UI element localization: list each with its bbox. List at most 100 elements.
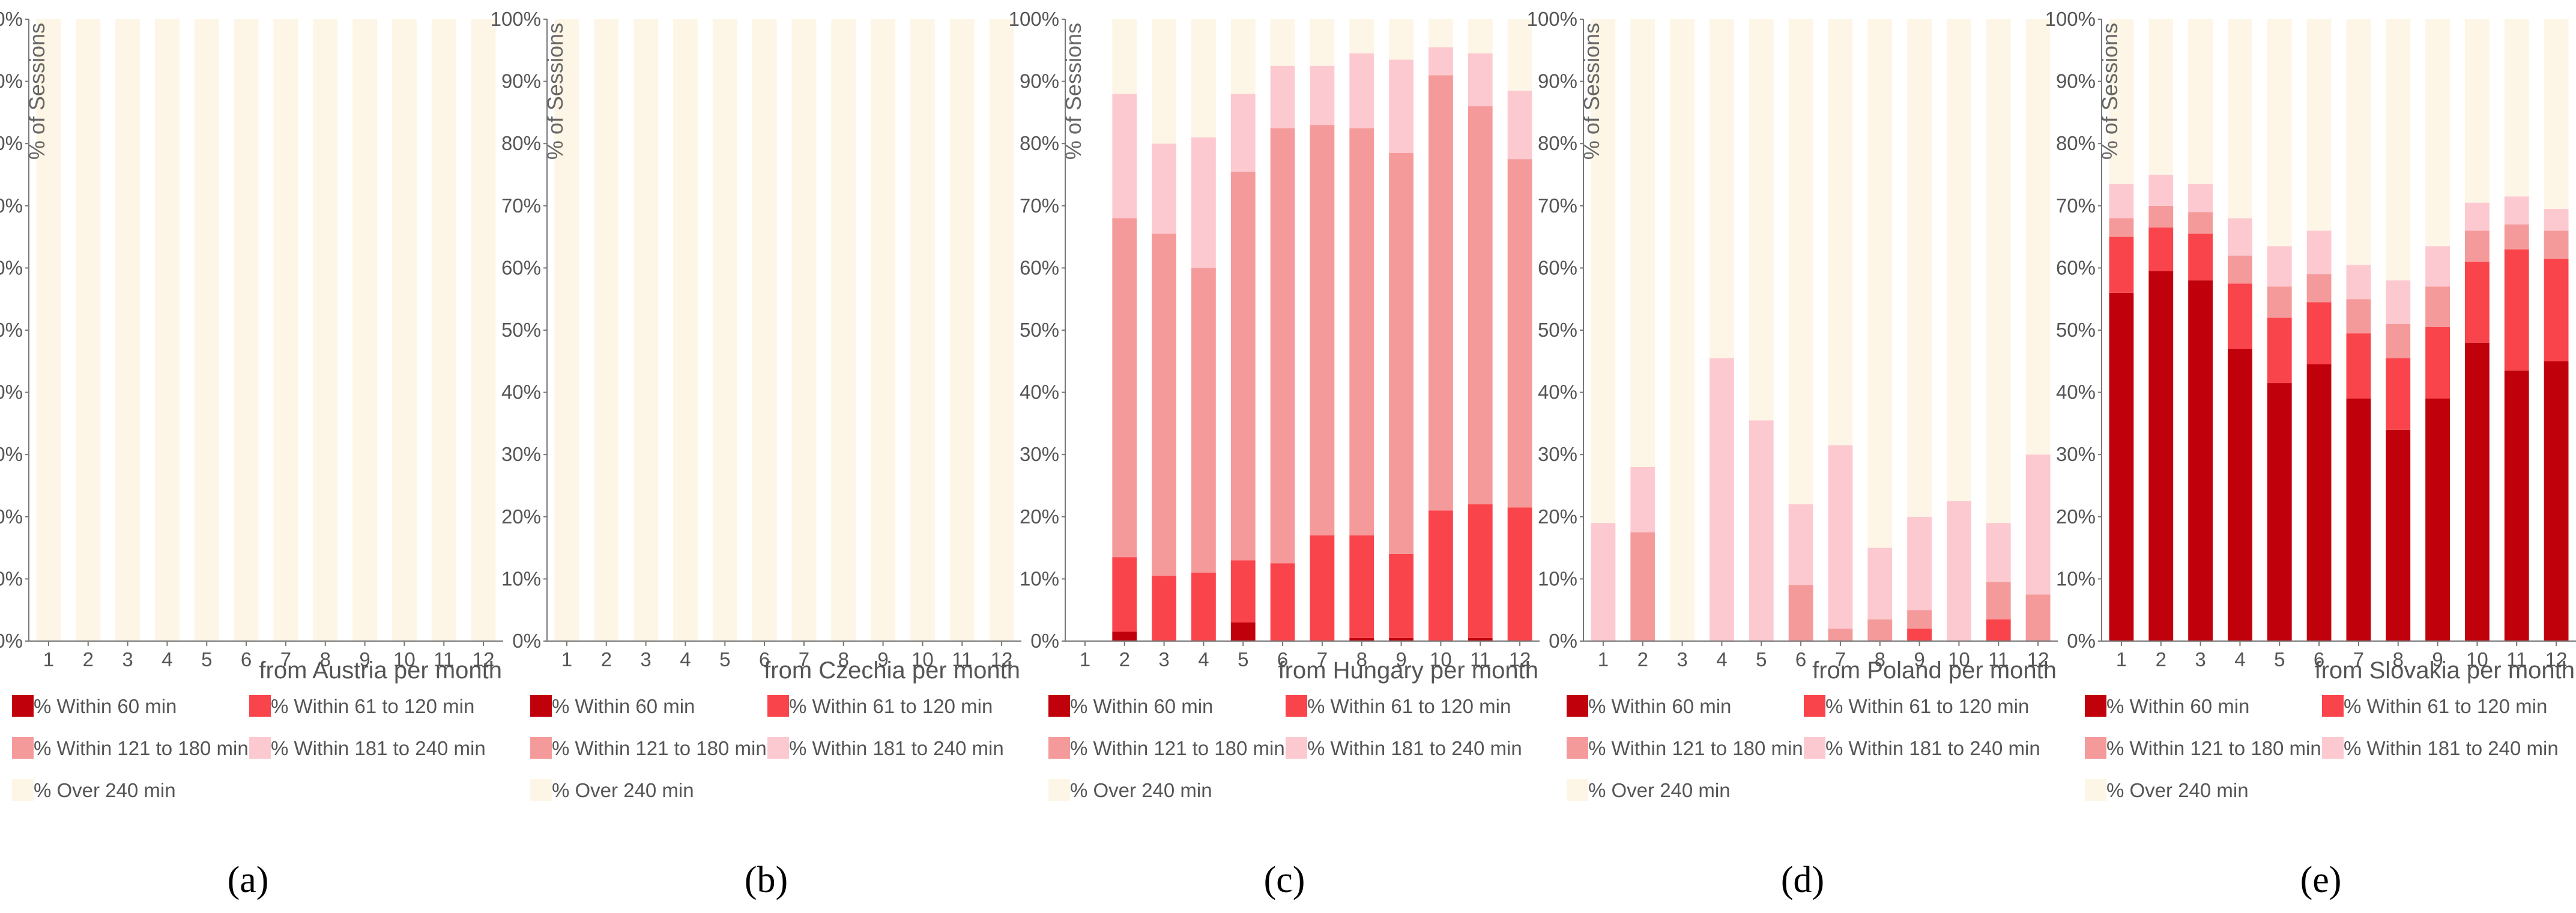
- y-axis-label: % of Sessions: [543, 23, 567, 160]
- y-tick-label: 80%: [1538, 132, 1577, 154]
- bar-segment-d-12-s4: [2025, 19, 2051, 455]
- bar-segment-d-9-s3: [1907, 516, 1932, 610]
- bar-segment-e-12-s4: [2544, 19, 2569, 209]
- legend-swatch: [2322, 737, 2344, 759]
- bar-segment-d-9-s4: [1907, 19, 1932, 517]
- bar-segment-c-6-s2: [1270, 128, 1295, 564]
- x-tick-label: 7: [280, 648, 291, 670]
- bar-segment-c-7-s3: [1310, 65, 1335, 125]
- x-tick-label: 11: [434, 648, 454, 670]
- y-tick-label: 10%: [1020, 567, 1059, 589]
- bar-segment-e-8-s1: [2386, 358, 2411, 430]
- legend-label: % Within 60 min: [552, 695, 695, 717]
- bar-segment-e-4-s1: [2228, 283, 2252, 349]
- bar-segment-e-4-s0: [2228, 349, 2252, 641]
- bar-segment-e-9-s2: [2425, 286, 2450, 327]
- bar-segment-e-10-s1: [2465, 262, 2490, 343]
- bar-segment-d-3-s4: [1670, 19, 1695, 641]
- y-tick-label: 20%: [2056, 505, 2096, 528]
- x-tick-label: 11: [2506, 648, 2527, 670]
- legend-label: % Within 60 min: [2106, 695, 2249, 717]
- legend-label: % Within 181 to 240 min: [271, 737, 486, 759]
- legend-swatch: [2322, 695, 2344, 717]
- x-tick-label: 8: [1356, 648, 1367, 670]
- y-tick-label: 10%: [2056, 567, 2096, 589]
- bar-segment-b-12-s4: [989, 19, 1014, 641]
- y-tick-label: 70%: [501, 194, 541, 217]
- y-tick-label: 50%: [2056, 319, 2096, 341]
- bar-segment-e-3-s0: [2188, 280, 2213, 641]
- bar-segment-e-2-s1: [2148, 227, 2174, 271]
- bar-segment-a-2-s4: [76, 19, 101, 641]
- y-axis-label: % of Sessions: [1579, 23, 1604, 160]
- x-tick-label: 11: [952, 648, 972, 670]
- bar-segment-c-4-s3: [1191, 137, 1216, 268]
- legend-label: % Over 240 min: [552, 779, 694, 801]
- bar-segment-a-3-s4: [115, 19, 140, 641]
- bar-segment-e-7-s2: [2346, 299, 2371, 334]
- y-tick-label: 30%: [1020, 443, 1059, 465]
- bar-segment-c-3-s1: [1152, 576, 1176, 641]
- legend-swatch: [767, 737, 789, 759]
- bar-segment-a-5-s4: [194, 19, 219, 641]
- legend: % Within 60 min % Within 61 to 120 min % W…: [2085, 695, 2559, 801]
- y-tick-label: 60%: [1020, 256, 1059, 279]
- y-axis-label: % of Sessions: [25, 23, 49, 160]
- legend-label: % Within 121 to 180 min: [1588, 737, 1803, 759]
- bar-segment-b-8-s4: [831, 19, 856, 641]
- bar-segment-c-7-s4: [1310, 19, 1335, 66]
- bar-segment-d-7-s3: [1828, 445, 1853, 629]
- legend-swatch: [1804, 695, 1825, 717]
- legend-swatch: [1048, 737, 1070, 759]
- bar-segment-a-4-s4: [155, 19, 180, 641]
- bar-segment-e-4-s4: [2228, 19, 2252, 218]
- bar-segment-e-2-s2: [2148, 205, 2174, 228]
- bar-segment-c-6-s4: [1270, 19, 1295, 66]
- y-tick-label: 30%: [2056, 443, 2096, 465]
- y-tick-label: 70%: [0, 194, 23, 217]
- bar-segment-a-7-s4: [273, 19, 298, 641]
- legend-swatch: [1567, 779, 1588, 801]
- bar-segment-d-1-s4: [1591, 19, 1616, 523]
- legend-swatch: [530, 779, 552, 801]
- x-tick-label: 1: [1080, 648, 1090, 670]
- bar-segment-c-2-s3: [1112, 94, 1137, 218]
- bar-segment-e-1-s4: [2109, 19, 2134, 184]
- bar-segment-e-11-s2: [2504, 224, 2529, 250]
- bar-segment-e-8-s0: [2386, 429, 2411, 641]
- bar-segment-e-6-s3: [2306, 231, 2332, 274]
- bar-segment-c-12-s2: [1507, 159, 1532, 508]
- x-tick-label: 5: [2274, 648, 2285, 670]
- bar-segment-c-4-s1: [1191, 573, 1216, 641]
- x-axis-label: from Slovakia per month: [2314, 657, 2575, 684]
- y-tick-label: 0%: [0, 630, 23, 652]
- bar-segment-e-10-s4: [2465, 19, 2490, 203]
- x-tick-label: 9: [2432, 648, 2443, 670]
- chart-panel-e: 0%10%20%30%40%50%60%70%80%90%100%1 2 3 4 5 6 7…: [2045, 8, 2576, 900]
- bar-segment-e-4-s3: [2228, 218, 2252, 256]
- bar-segment-e-10-s3: [2465, 202, 2490, 231]
- chart-panel-a: 0%10%20%30%40%50%60%70%80%90%100%1234567…: [0, 8, 503, 900]
- bar-segment-a-12-s4: [471, 19, 496, 641]
- bar-segment-e-1-s0: [2109, 292, 2134, 642]
- bar-segment-e-11-s3: [2504, 196, 2529, 224]
- bar-segment-d-11-s1: [1986, 619, 2011, 641]
- bar-segment-e-8-s2: [2386, 324, 2411, 358]
- bar-segment-e-5-s3: [2267, 246, 2292, 287]
- legend-swatch: [1567, 695, 1588, 717]
- bar-segment-c-2-s1: [1112, 557, 1137, 632]
- x-tick-label: 3: [2195, 648, 2206, 670]
- legend: % Within 60 min % Within 61 to 120 min % W…: [12, 695, 486, 801]
- bar-segment-c-6-s1: [1270, 563, 1295, 641]
- y-tick-label: 100%: [1527, 8, 1577, 30]
- bar-segment-d-9-s1: [1907, 628, 1932, 641]
- y-tick-label: 30%: [0, 443, 23, 465]
- bar-segment-d-7-s2: [1828, 628, 1853, 641]
- bar-segment-e-1-s1: [2109, 237, 2134, 293]
- bar-segment-c-4-s2: [1191, 268, 1216, 573]
- bar-segment-d-8-s3: [1867, 547, 1893, 619]
- bar-segment-e-5-s2: [2267, 286, 2292, 318]
- bar-segment-b-3-s4: [633, 19, 658, 641]
- bar-segment-d-9-s2: [1907, 610, 1932, 629]
- bar-segment-c-5-s0: [1230, 622, 1256, 641]
